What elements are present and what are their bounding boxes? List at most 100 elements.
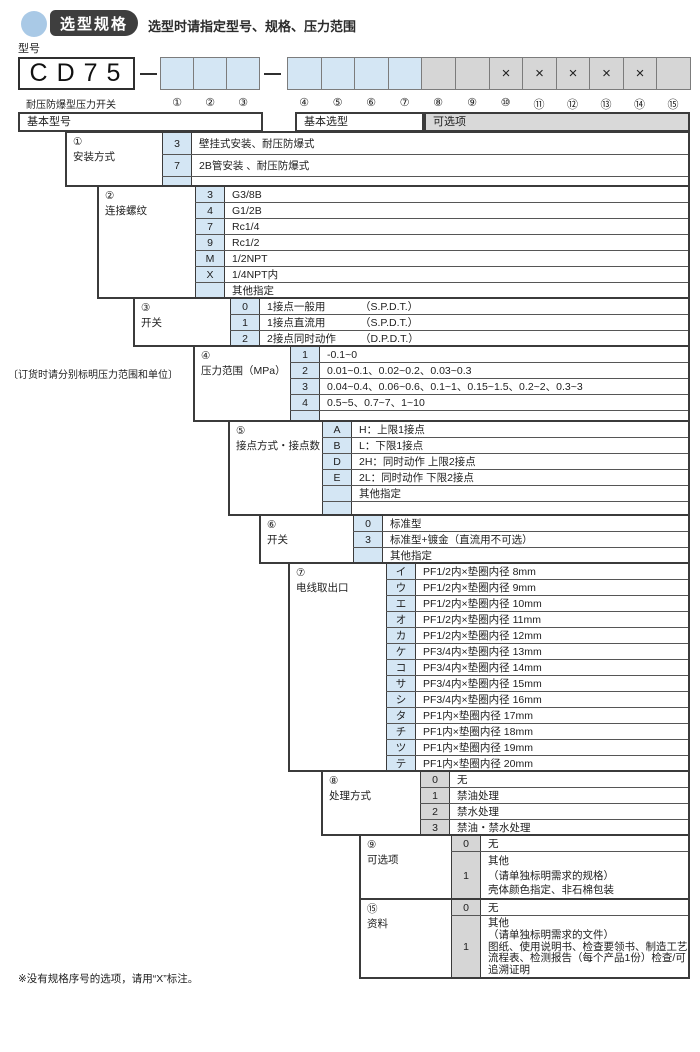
- model-separator: [140, 72, 157, 75]
- row-desc: PF1内×垫圈内径 18mm: [423, 726, 533, 738]
- section-2: ② 连接螺纹 3 G3/8B 4 G1/2B 7 Rc1/4 9 Rc1/2 M 1/2NPT X 1/4…: [97, 185, 690, 299]
- row-separator: [195, 266, 688, 267]
- row-desc: PF1内×垫圈内径 17mm: [423, 710, 533, 722]
- section-label: ⑥ 开关: [267, 518, 288, 548]
- code-column: [353, 516, 383, 562]
- row-separator: [195, 234, 688, 235]
- row-code: 9: [207, 237, 213, 249]
- code-column: [386, 564, 416, 770]
- row-separator: [386, 595, 688, 596]
- section-3: ③ 开关 0 1接点一般用 （S.P.D.T.） 1 1接点直流用 （S.P.D.T.） 2 2接…: [133, 297, 690, 347]
- model-number-label: 型号: [18, 43, 40, 55]
- section-number: ⑧: [329, 775, 339, 787]
- row-desc: PF1/2内×垫圈内径 9mm: [423, 582, 536, 594]
- row-separator: [322, 469, 688, 470]
- row-separator: [420, 819, 688, 820]
- row-code: エ: [395, 598, 407, 610]
- row-separator: [386, 675, 688, 676]
- section-5: ⑤ 接点方式・接点数 A H：上限1接点 B L：下限1接点 D 2H：同时动作 上限2接点 E…: [228, 420, 690, 516]
- row-desc-secondary: （D.P.D.T.）: [360, 333, 419, 345]
- section-name: 接点方式・接点数: [236, 440, 320, 452]
- model-digit-number: ①: [172, 97, 182, 109]
- row-desc: 其他指定: [390, 550, 432, 562]
- row-separator: [451, 915, 688, 916]
- row-desc: 禁油・禁水处理: [457, 822, 531, 834]
- row-code: ウ: [395, 582, 407, 594]
- row-separator: [322, 501, 688, 502]
- section-label: ④ 压力范围（MPa）: [201, 349, 286, 379]
- row-code: X: [206, 269, 214, 281]
- section-label: ⑨ 可选项: [367, 838, 399, 868]
- row-code: シ: [395, 694, 407, 706]
- section-7: ⑦ 电线取出口 イ PF1/2内×垫圈内径 8mm ウ PF1/2内×垫圈内径 9mm エ P…: [288, 562, 690, 772]
- section-number: ⑨: [367, 839, 377, 851]
- row-separator: [322, 485, 688, 486]
- section-number: ⑥: [267, 519, 277, 531]
- section-label: ⑧ 处理方式: [329, 774, 371, 804]
- row-desc-line: 追溯证明: [488, 964, 530, 977]
- model-digit-box: [455, 57, 490, 90]
- row-separator: [386, 627, 688, 628]
- row-separator: [386, 691, 688, 692]
- row-desc: PF1/2内×垫圈内径 10mm: [423, 598, 542, 610]
- row-separator: [290, 410, 688, 411]
- row-separator: [230, 330, 688, 331]
- row-code: D: [333, 456, 341, 468]
- row-desc: 其他指定: [359, 488, 401, 500]
- row-separator: [195, 282, 688, 283]
- row-separator: [386, 643, 688, 644]
- code-column: [451, 836, 481, 898]
- model-digit-number: ⑭: [634, 99, 645, 111]
- row-desc-line: （请单独标明需求的规格）: [488, 869, 614, 882]
- row-code: 3: [365, 534, 371, 546]
- row-code: E: [333, 472, 341, 484]
- row-code: 1: [432, 790, 438, 802]
- section-label: ⑮ 资料: [367, 902, 388, 932]
- model-digit-box: [287, 57, 322, 90]
- section-8: ⑧ 处理方式 0 无 1 禁油处理 2 禁水处理 3 禁油・禁水处理: [321, 770, 690, 836]
- section-number: ③: [141, 302, 151, 314]
- row-code: 4: [302, 397, 308, 409]
- section-label: ⑤ 接点方式・接点数: [236, 424, 320, 454]
- model-digit-number: ⑦: [399, 97, 410, 109]
- row-desc: PF1/2内×垫圈内径 12mm: [423, 630, 542, 642]
- model-digit-box: [388, 57, 422, 90]
- row-desc: 禁油处理: [457, 790, 499, 802]
- row-separator: [386, 659, 688, 660]
- row-desc-line: 其他: [488, 917, 509, 929]
- row-code: 1: [302, 349, 308, 361]
- row-desc: 2B管安装 、耐压防爆式: [199, 160, 310, 172]
- row-code: 2: [242, 333, 248, 345]
- section-badge: 选型规格: [50, 10, 138, 36]
- row-separator: [386, 611, 688, 612]
- model-digit-box: [656, 57, 691, 90]
- row-code: B: [333, 440, 341, 452]
- row-desc: 标准型+镀金（直流用不可选）: [390, 534, 533, 546]
- row-code: 3: [174, 138, 180, 150]
- row-desc: 1/2NPT: [232, 253, 268, 265]
- row-desc: 1/4NPT内: [232, 269, 279, 281]
- row-separator: [195, 218, 688, 219]
- model-digit-box: ×: [623, 57, 657, 90]
- row-code: テ: [395, 758, 407, 770]
- row-desc: PF1内×垫圈内径 20mm: [423, 758, 533, 770]
- row-code: サ: [395, 678, 407, 690]
- row-separator: [386, 755, 688, 756]
- row-desc: G1/2B: [232, 205, 262, 217]
- row-desc: 其他 （请单独标明需求的规格） 壳体颜色指定、非石棉包装: [488, 854, 614, 898]
- row-desc: PF3/4内×垫圈内径 13mm: [423, 646, 542, 658]
- section-name: 压力范围（MPa）: [201, 365, 286, 377]
- section-1: ① 安装方式 3 壁挂式安装、耐压防爆式 7 2B管安装 、耐压防爆式: [65, 131, 690, 187]
- row-desc: 2H：同时动作 上限2接点: [359, 456, 476, 468]
- model-digit-box: ×: [589, 57, 624, 90]
- row-code: 7: [174, 160, 180, 172]
- footnote: ※没有规格序号的选项，请用“X”标注。: [18, 973, 199, 985]
- row-code: 0: [432, 774, 438, 786]
- row-code: チ: [395, 726, 407, 738]
- row-separator: [353, 531, 688, 532]
- row-code: A: [333, 424, 341, 436]
- section-name: 连接螺纹: [105, 205, 147, 217]
- section-label: ③ 开关: [141, 301, 162, 331]
- row-desc: 其他 （请单独标明需求的文件） 图纸、使用说明书、检查要领书、制造工艺 流程表、检测报…: [488, 917, 688, 977]
- row-code: 0: [365, 518, 371, 530]
